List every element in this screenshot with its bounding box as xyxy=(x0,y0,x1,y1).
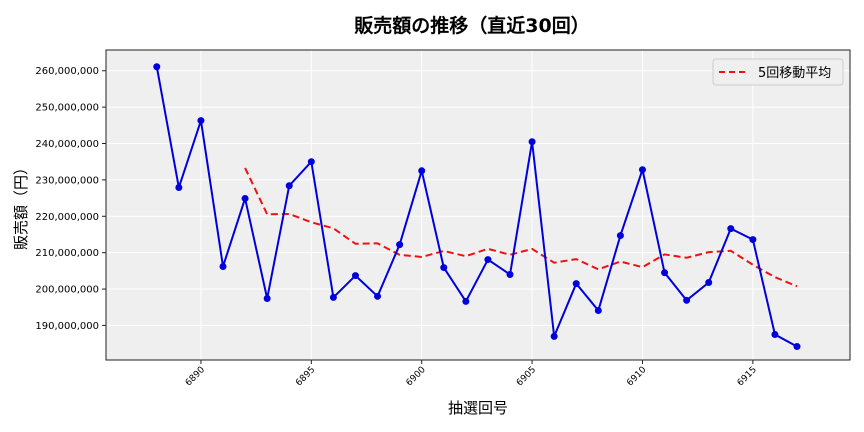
grid-lines xyxy=(106,50,850,360)
data-point-marker xyxy=(705,279,713,286)
x-axis-label: 抽選回号 xyxy=(448,399,508,417)
y-axis-label: 販売額（円） xyxy=(12,160,30,250)
data-point-marker xyxy=(528,138,536,146)
data-point-marker xyxy=(749,236,757,244)
x-tick-label: 6910 xyxy=(625,365,648,388)
legend: 5回移動平均 xyxy=(712,58,844,86)
data-point-marker xyxy=(594,307,602,315)
x-tick-label: 6915 xyxy=(736,365,759,388)
y-tick-label: 240,000,000 xyxy=(35,139,99,150)
data-point-marker xyxy=(550,332,558,340)
data-point-marker xyxy=(307,158,315,166)
x-tick-label: 6905 xyxy=(515,365,538,388)
data-point-marker xyxy=(351,272,359,280)
data-point-marker xyxy=(683,296,691,304)
moving-average-line xyxy=(244,167,798,288)
data-point-marker xyxy=(638,166,646,174)
y-tick-label: 230,000,000 xyxy=(35,175,99,186)
data-point-marker xyxy=(219,262,227,270)
plot-frame xyxy=(105,49,851,361)
data-point-marker xyxy=(418,167,426,175)
data-point-marker xyxy=(285,182,293,190)
data-point-marker xyxy=(616,232,624,240)
data-point-marker xyxy=(197,117,205,125)
data-point-marker xyxy=(374,292,382,300)
data-point-marker xyxy=(661,269,669,277)
plot-area xyxy=(106,50,850,360)
data-point-marker xyxy=(727,225,735,233)
data-point-marker xyxy=(506,270,514,278)
data-point-marker xyxy=(175,184,183,192)
legend-box xyxy=(712,58,844,86)
y-tick-label: 250,000,000 xyxy=(35,103,99,114)
data-point-marker xyxy=(484,256,492,264)
data-point-marker xyxy=(329,293,337,301)
x-tick-label: 6895 xyxy=(294,365,317,388)
x-tick-label: 6890 xyxy=(184,365,207,388)
data-point-marker xyxy=(396,241,404,249)
y-tick-label: 260,000,000 xyxy=(35,66,99,77)
data-point-marker xyxy=(241,194,249,202)
data-point-marker xyxy=(771,331,779,339)
data-point-marker xyxy=(263,295,271,303)
chart-title: 販売額の推移（直近30回） xyxy=(354,14,589,37)
data-point-marker xyxy=(440,264,448,272)
data-point-marker xyxy=(153,63,161,71)
y-tick-label: 190,000,000 xyxy=(35,321,99,332)
data-point-marker xyxy=(462,297,470,305)
y-tick-label: 210,000,000 xyxy=(35,248,99,259)
data-point-marker xyxy=(793,343,801,351)
data-point-marker xyxy=(572,280,580,288)
x-axis-ticks: 6890 6895 6900 6905 6910 6915 xyxy=(184,360,759,388)
x-tick-label: 6900 xyxy=(405,365,428,388)
sales-line xyxy=(153,63,801,351)
y-axis-ticks: 190,000,000 200,000,000 210,000,000 220,000… xyxy=(35,66,106,332)
y-tick-label: 220,000,000 xyxy=(35,212,99,223)
y-tick-label: 200,000,000 xyxy=(35,285,99,296)
legend-label: 5回移動平均 xyxy=(758,66,831,81)
